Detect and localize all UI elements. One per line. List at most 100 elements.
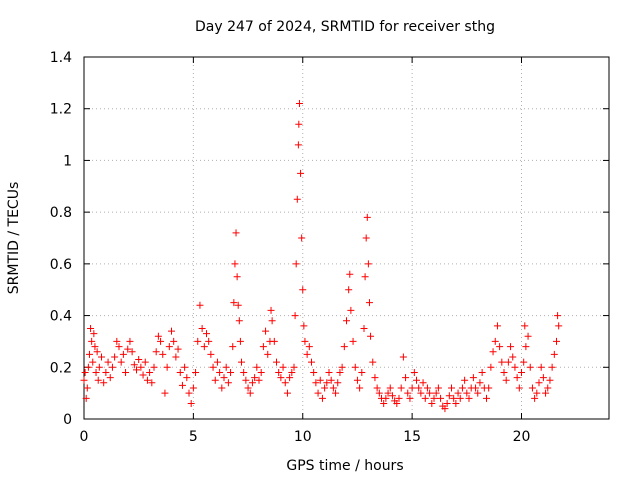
data-point bbox=[301, 337, 309, 345]
data-point bbox=[329, 384, 337, 392]
data-point bbox=[275, 368, 283, 376]
data-point bbox=[365, 299, 373, 307]
data-point bbox=[148, 379, 156, 387]
data-point bbox=[113, 337, 121, 345]
data-point bbox=[493, 322, 501, 330]
data-point bbox=[371, 374, 379, 382]
data-point bbox=[262, 327, 270, 335]
data-point bbox=[100, 379, 108, 387]
data-point bbox=[380, 399, 388, 407]
data-point bbox=[154, 332, 162, 340]
data-point bbox=[524, 332, 532, 340]
data-point bbox=[185, 389, 193, 397]
y-tick-label: 0.6 bbox=[50, 257, 72, 273]
data-point bbox=[89, 358, 97, 366]
data-point bbox=[513, 374, 521, 382]
data-point bbox=[194, 337, 202, 345]
data-point bbox=[367, 332, 375, 340]
data-point bbox=[174, 345, 182, 353]
data-point bbox=[231, 260, 239, 268]
data-point bbox=[253, 363, 261, 371]
data-point bbox=[218, 384, 226, 392]
data-point bbox=[102, 368, 110, 376]
data-point bbox=[336, 368, 344, 376]
data-point bbox=[236, 337, 244, 345]
data-point bbox=[384, 389, 392, 397]
data-point bbox=[351, 363, 359, 371]
data-point bbox=[93, 348, 101, 356]
data-point bbox=[298, 234, 306, 242]
data-point bbox=[281, 379, 289, 387]
data-point bbox=[555, 322, 563, 330]
data-point bbox=[124, 345, 132, 353]
x-tick-label: 20 bbox=[513, 429, 531, 445]
data-point bbox=[91, 343, 99, 351]
data-point bbox=[168, 327, 175, 335]
data-point bbox=[98, 353, 105, 361]
data-point bbox=[476, 379, 484, 387]
x-axis-label: GPS time / hours bbox=[286, 458, 403, 474]
data-point bbox=[448, 384, 455, 392]
data-point bbox=[531, 394, 539, 402]
data-point bbox=[178, 381, 186, 389]
x-tick-label: 15 bbox=[403, 429, 421, 445]
data-point bbox=[419, 379, 427, 387]
data-point bbox=[397, 384, 405, 392]
data-point bbox=[300, 322, 308, 330]
data-point bbox=[267, 306, 275, 314]
data-point bbox=[257, 368, 265, 376]
data-point bbox=[340, 343, 348, 351]
data-point bbox=[305, 343, 313, 351]
data-point bbox=[474, 389, 482, 397]
data-point bbox=[143, 376, 151, 384]
data-point bbox=[130, 361, 138, 369]
data-point bbox=[294, 141, 302, 149]
y-tick-label: 0.8 bbox=[50, 205, 72, 221]
data-point bbox=[426, 389, 434, 397]
data-point bbox=[334, 379, 342, 387]
data-point bbox=[111, 353, 119, 361]
data-point bbox=[207, 350, 215, 358]
data-point bbox=[279, 363, 287, 371]
y-tick-label: 1.4 bbox=[50, 50, 72, 66]
data-point bbox=[157, 337, 165, 345]
data-point bbox=[518, 368, 525, 376]
data-point bbox=[94, 376, 102, 384]
data-point bbox=[408, 384, 416, 392]
data-point bbox=[205, 337, 213, 345]
data-point bbox=[553, 337, 560, 345]
data-point bbox=[172, 353, 180, 361]
data-point bbox=[90, 330, 98, 338]
data-point bbox=[410, 368, 418, 376]
plot-frame bbox=[83, 56, 610, 420]
data-point bbox=[496, 343, 504, 351]
data-point bbox=[183, 374, 191, 382]
data-point bbox=[122, 368, 130, 376]
data-point bbox=[283, 389, 291, 397]
data-point bbox=[133, 366, 140, 374]
data-point bbox=[338, 363, 346, 371]
data-point bbox=[196, 301, 204, 309]
data-point bbox=[220, 374, 228, 382]
data-point bbox=[297, 169, 305, 177]
data-point bbox=[288, 368, 296, 376]
data-point bbox=[375, 389, 383, 397]
data-point bbox=[465, 394, 473, 402]
data-point bbox=[310, 368, 318, 376]
data-point bbox=[117, 358, 125, 366]
data-point bbox=[318, 394, 326, 402]
data-point bbox=[511, 363, 519, 371]
data-point bbox=[399, 353, 407, 361]
data-point bbox=[84, 363, 92, 371]
data-point bbox=[498, 358, 506, 366]
data-point bbox=[259, 343, 267, 351]
data-point bbox=[293, 195, 301, 203]
data-point bbox=[417, 389, 425, 397]
data-point bbox=[273, 358, 280, 366]
data-point bbox=[428, 399, 436, 407]
data-point bbox=[321, 384, 329, 392]
data-point bbox=[87, 325, 95, 332]
data-point bbox=[248, 379, 256, 387]
data-point bbox=[268, 317, 276, 325]
data-point bbox=[402, 374, 410, 382]
